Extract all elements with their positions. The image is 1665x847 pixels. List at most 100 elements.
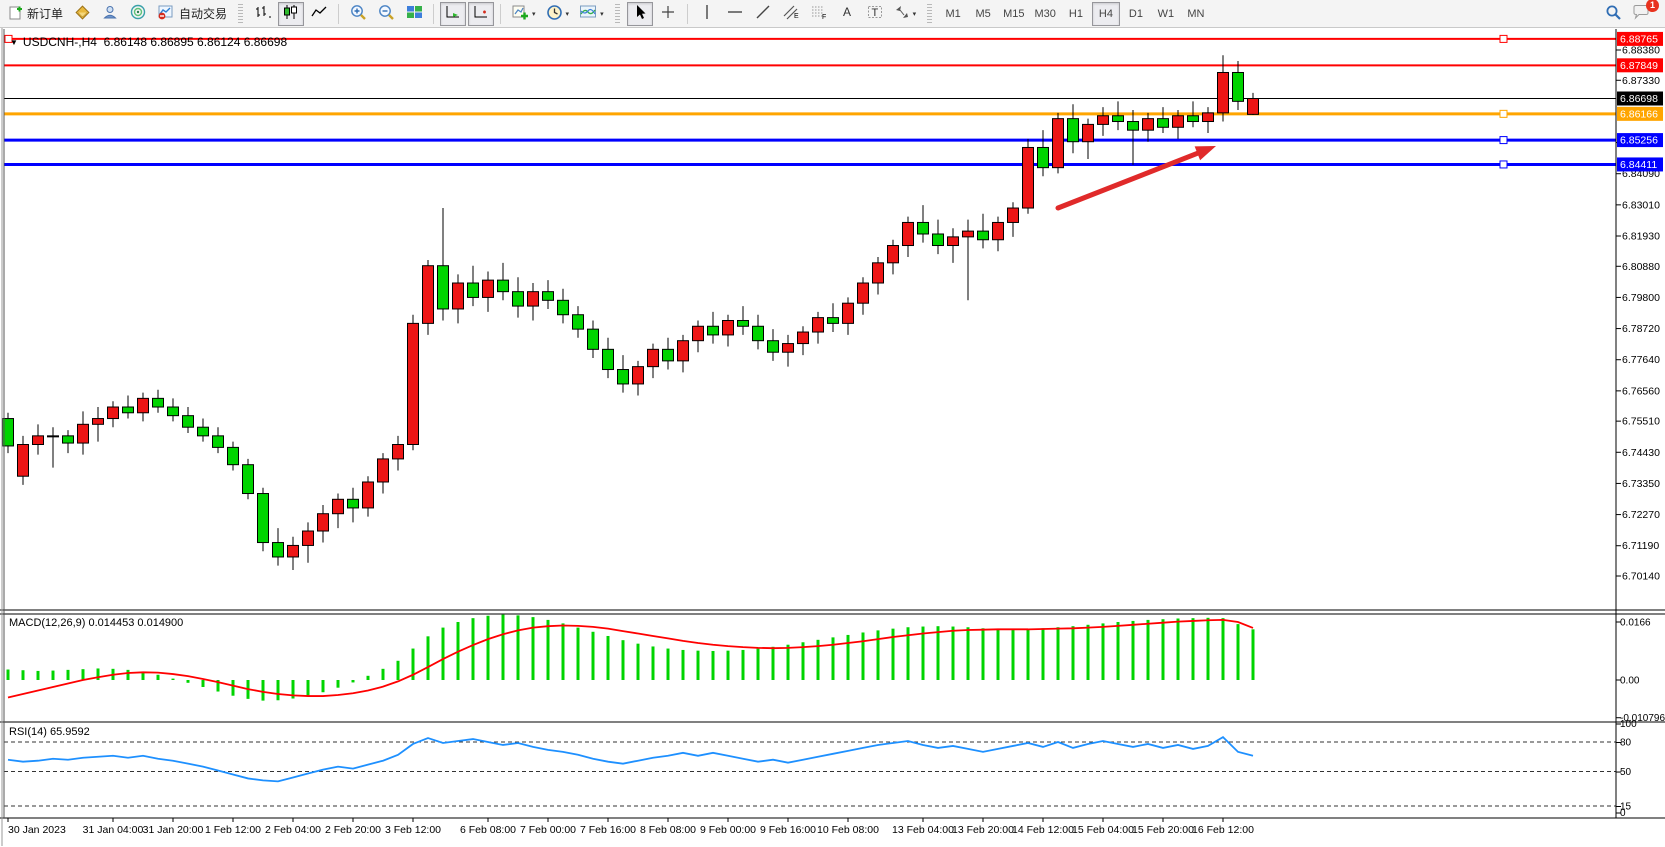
search-button[interactable] <box>1600 2 1626 26</box>
svg-text:13 Feb 20:00: 13 Feb 20:00 <box>952 824 1014 836</box>
time-axis[interactable]: 30 Jan 2023 31 Jan 04:00 31 Jan 20:00 1 Feb… <box>7 818 1254 836</box>
svg-text:6.87330: 6.87330 <box>1622 75 1660 87</box>
panel-borders <box>0 28 1665 846</box>
auto-trading-button[interactable]: 自动交易 <box>153 2 231 26</box>
toolbar-separator <box>338 3 340 24</box>
timeframe-m30-button[interactable]: M30 <box>1031 2 1060 26</box>
new-order-button[interactable]: 新订单 <box>5 2 67 26</box>
timeframe-d1-button[interactable]: D1 <box>1122 2 1150 26</box>
profile-button[interactable] <box>97 2 123 26</box>
fibonacci-button[interactable]: F <box>806 2 832 26</box>
svg-text:3 Feb 12:00: 3 Feb 12:00 <box>385 824 441 836</box>
svg-text:15 Feb 20:00: 15 Feb 20:00 <box>1132 824 1194 836</box>
toolbar-right-group: 1 <box>1599 0 1661 26</box>
add-indicator-icon <box>511 4 529 23</box>
svg-text:7 Feb 00:00: 7 Feb 00:00 <box>520 824 576 836</box>
cursor-icon <box>633 4 647 23</box>
toolbar-separator <box>686 3 688 24</box>
timeframe-m1-button[interactable]: M1 <box>939 2 967 26</box>
zoom-in-button[interactable] <box>345 2 371 26</box>
toolbar-grip[interactable] <box>927 3 933 24</box>
toolbar: 新订单 自动交易 <box>0 0 1665 28</box>
text-icon: A <box>840 4 854 23</box>
auto-scroll-button[interactable] <box>440 1 467 26</box>
chevron-down-icon: ▾ <box>912 10 917 18</box>
market-watch-icon <box>73 4 91 23</box>
chevron-down-icon: ▾ <box>600 10 604 18</box>
svg-text:F: F <box>822 14 826 20</box>
svg-text:6.76560: 6.76560 <box>1622 385 1660 397</box>
svg-text:30 Jan 2023: 30 Jan 2023 <box>8 824 66 836</box>
toolbar-separator <box>500 3 502 24</box>
horizontal-lines[interactable] <box>4 34 1616 169</box>
equidistant-channel-button[interactable]: E <box>778 2 804 26</box>
chart-shift-button[interactable] <box>468 1 495 26</box>
candlestick-chart-button[interactable] <box>278 1 305 26</box>
timeframe-h1-button[interactable]: H1 <box>1062 2 1090 26</box>
svg-text:16 Feb 12:00: 16 Feb 12:00 <box>1192 824 1254 836</box>
horizontal-line-button[interactable] <box>722 2 748 26</box>
svg-text:6.70140: 6.70140 <box>1622 571 1660 583</box>
svg-text:0: 0 <box>1620 808 1626 819</box>
toolbar-grip[interactable] <box>614 3 620 24</box>
cursor-button[interactable] <box>626 1 653 26</box>
clock-icon <box>546 4 563 24</box>
bar-chart-button[interactable] <box>250 2 276 26</box>
svg-text:100: 100 <box>1620 719 1637 730</box>
price-axis[interactable]: 6.883806.873306.851706.840906.830106.819… <box>1616 31 1665 819</box>
macd-panel <box>6 614 1255 701</box>
svg-text:-0.010796: -0.010796 <box>1620 713 1665 724</box>
svg-text:6.78720: 6.78720 <box>1622 323 1660 335</box>
timeframe-h4-button[interactable]: H4 <box>1091 1 1120 26</box>
crosshair-button[interactable] <box>655 2 681 26</box>
svg-text:6.79800: 6.79800 <box>1622 292 1660 304</box>
svg-text:6.87849: 6.87849 <box>1620 60 1658 72</box>
indicators-button[interactable]: ▾ <box>507 2 540 26</box>
timeframe-w1-button[interactable]: W1 <box>1152 2 1180 26</box>
svg-text:6.86698: 6.86698 <box>1620 93 1658 105</box>
template-icon <box>579 4 597 23</box>
auto-scroll-icon <box>444 4 462 23</box>
notifications-button[interactable]: 1 <box>1628 0 1659 26</box>
line-chart-button[interactable] <box>306 2 332 26</box>
svg-text:1 Feb 12:00: 1 Feb 12:00 <box>205 824 261 836</box>
signals-button[interactable] <box>125 2 151 26</box>
text-label-button[interactable]: T <box>862 2 888 26</box>
chevron-down-icon: ▾ <box>565 10 570 18</box>
svg-text:6.86166: 6.86166 <box>1620 108 1658 120</box>
chart-shift-icon <box>472 4 490 23</box>
periods-button[interactable]: ▾ <box>542 2 574 26</box>
arrows-icon <box>894 4 910 23</box>
market-watch-button[interactable] <box>69 2 95 26</box>
arrows-button[interactable]: ▾ <box>890 2 921 26</box>
trendline-button[interactable] <box>750 2 776 26</box>
templates-button[interactable]: ▾ <box>575 2 608 26</box>
svg-text:6 Feb 08:00: 6 Feb 08:00 <box>460 824 516 836</box>
chevron-down-icon[interactable]: ▼ <box>10 38 18 47</box>
svg-text:80: 80 <box>1620 738 1632 749</box>
timeframe-mn-button[interactable]: MN <box>1182 2 1210 26</box>
macd-signal-line <box>7 619 1254 699</box>
vertical-line-button[interactable] <box>694 2 720 26</box>
toolbar-grip[interactable] <box>238 3 244 24</box>
tile-windows-button[interactable] <box>401 2 427 26</box>
bar-chart-icon <box>254 4 272 23</box>
svg-text:6.85256: 6.85256 <box>1620 135 1658 147</box>
svg-text:2 Feb 20:00: 2 Feb 20:00 <box>325 824 381 836</box>
trend-arrow[interactable] <box>1055 146 1216 211</box>
timeframe-m5-button[interactable]: M5 <box>969 2 997 26</box>
chevron-down-icon: ▾ <box>532 10 536 18</box>
svg-text:6.84411: 6.84411 <box>1620 159 1657 171</box>
svg-text:8 Feb 08:00: 8 Feb 08:00 <box>640 824 696 836</box>
timeframe-m15-button[interactable]: M15 <box>999 2 1028 26</box>
macd-indicator-label: MACD(12,26,9) 0.014453 0.014900 <box>9 617 184 629</box>
notification-badge: 1 <box>1646 0 1659 12</box>
svg-text:50: 50 <box>1620 767 1632 778</box>
auto-trading-label: 自动交易 <box>179 7 228 21</box>
zoom-in-icon <box>349 4 367 24</box>
signals-icon <box>130 4 146 23</box>
zoom-out-button[interactable] <box>373 2 399 26</box>
text-button[interactable]: A <box>834 2 860 26</box>
new-order-icon <box>9 5 23 23</box>
svg-text:2 Feb 04:00: 2 Feb 04:00 <box>265 824 321 836</box>
